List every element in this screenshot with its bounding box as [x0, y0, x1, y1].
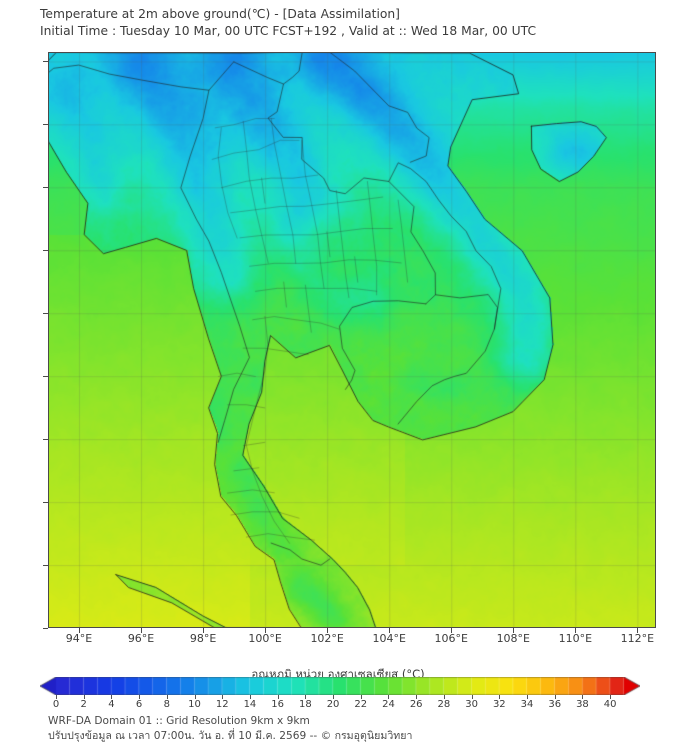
colorbar-tick-mark [277, 695, 279, 699]
ytick-mark [43, 439, 48, 441]
colorbar-tick-label-2: 2 [80, 699, 87, 710]
colorbar-tick-label-26: 26 [409, 699, 423, 710]
ytick-mark [43, 187, 48, 189]
xtick-label-106E: 106°E [434, 632, 468, 645]
xtick-mark [327, 628, 329, 633]
colorbar-tick-mark [527, 695, 529, 699]
map-plot-area [48, 52, 656, 628]
colorbar-tick-mark [194, 695, 196, 699]
xtick-mark [203, 628, 205, 633]
xtick-mark [141, 628, 143, 633]
colorbar-tick-mark [83, 695, 85, 699]
colorbar-tick-label-6: 6 [135, 699, 143, 710]
colorbar-tick-label-34: 34 [520, 699, 534, 710]
colorbar-tick-mark [305, 695, 307, 699]
ytick-mark [43, 628, 48, 629]
colorbar-tick-mark [582, 695, 584, 699]
ytick-mark [43, 313, 48, 315]
colorbar-tick-label-12: 12 [215, 699, 229, 710]
colorbar-tick-label-32: 32 [492, 699, 506, 710]
colorbar-tick-mark [499, 695, 501, 699]
ytick-mark [43, 502, 48, 504]
colorbar-tick-label-18: 18 [298, 699, 312, 710]
xtick-mark [265, 628, 267, 633]
colorbar-tick-mark [139, 695, 141, 699]
colorbar-tick-mark [443, 695, 445, 699]
xtick-label-100E: 100°E [248, 632, 282, 645]
colorbar-tick-mark [471, 695, 473, 699]
colorbar-tick-label-0: 0 [52, 699, 60, 710]
colorbar-tick-label-16: 16 [271, 699, 285, 710]
xtick-mark [513, 628, 515, 633]
colorbar-tick-label-8: 8 [163, 699, 171, 710]
colorbar [40, 677, 640, 695]
chart-title-line-2: Initial Time : Tuesday 10 Mar, 00 UTC FC… [40, 24, 537, 38]
xtick-mark [389, 628, 391, 633]
colorbar-tick-mark [56, 695, 57, 699]
colorbar-tick-mark [416, 695, 418, 699]
temperature-field-canvas [48, 52, 656, 628]
xtick-label-108E: 108°E [496, 632, 531, 645]
colorbar-tick-label-24: 24 [382, 699, 395, 710]
ytick-mark [43, 61, 48, 63]
chart-title-line-1: Temperature at 2m above ground(℃) - [Dat… [40, 7, 400, 21]
colorbar-tick-mark [360, 695, 362, 699]
colorbar-tick-label-40: 40 [603, 699, 617, 710]
footer-block: WRF-DA Domain 01 :: Grid Resolution 9km … [48, 714, 648, 744]
colorbar-tick-mark [222, 695, 224, 699]
colorbar-tick-label-28: 28 [437, 699, 451, 710]
colorbar-tick-mark [554, 695, 556, 699]
ytick-mark [43, 250, 48, 252]
xtick-mark [79, 628, 81, 633]
xtick-label-110E: 110°E [558, 632, 593, 645]
colorbar-tick-mark [610, 695, 612, 699]
xtick-label-94E: 94°E [65, 632, 93, 645]
xtick-label-98E: 98°E [189, 632, 217, 645]
colorbar-tick-mark [166, 695, 168, 699]
footer-line-2: ปรับปรุงข้อมูล ณ เวลา 07:00น. วัน อ. ที่… [48, 730, 413, 742]
xtick-label-102E: 102°E [310, 632, 344, 645]
colorbar-canvas [40, 677, 640, 695]
colorbar-tick-label-14: 14 [243, 699, 257, 710]
xtick-mark [637, 628, 639, 633]
colorbar-tick-mark [249, 695, 251, 699]
colorbar-tick-label-22: 22 [354, 699, 368, 710]
xtick-mark [575, 628, 577, 633]
ytick-mark [43, 124, 48, 126]
xtick-label-96E: 96°E [127, 632, 155, 645]
colorbar-tick-label-36: 36 [548, 699, 562, 710]
ytick-mark [43, 376, 48, 378]
xtick-mark [451, 628, 453, 633]
footer-line-1: WRF-DA Domain 01 :: Grid Resolution 9km … [48, 715, 310, 727]
xtick-label-104E: 104°E [372, 632, 406, 645]
chart-title-block: Temperature at 2m above ground(℃) - [Dat… [40, 6, 640, 40]
colorbar-tick-label-4: 4 [108, 699, 115, 710]
colorbar-tick-label-20: 20 [326, 699, 340, 710]
colorbar-tick-mark [333, 695, 335, 699]
colorbar-tick-mark [388, 695, 390, 699]
colorbar-tick-label-10: 10 [188, 699, 201, 710]
ytick-mark [43, 565, 48, 567]
colorbar-tick-mark [111, 695, 113, 699]
xtick-label-112E: 112°E [620, 632, 655, 645]
colorbar-tick-label-38: 38 [576, 699, 589, 710]
colorbar-tick-label-30: 30 [465, 699, 478, 710]
